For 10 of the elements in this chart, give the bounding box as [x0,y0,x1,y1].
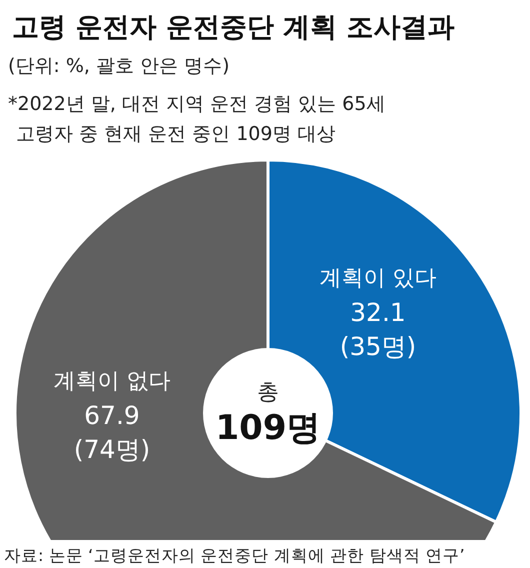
slice-label: 계획이 있다 [320,266,436,291]
text: 자료: 논문 ‘고령운전자의 운전중단 계획에 관한 탐색적 연구’ [4,546,465,565]
text: 고령자 중 현재 운전 중인 109명 대상 [16,123,336,145]
data-label: 67.9 (74명) [74,401,150,464]
slice-label: 계획이 없다 [54,369,170,394]
text: 총 109명 [216,380,320,448]
text: *2022년 말, 대전 지역 운전 경험 있는 65세 [8,93,386,115]
chart-title: 고령 운전자 운전중단 계획 조사결과 [12,12,455,43]
chart-subtitle: (단위: %, 괄호 안은 명수) [8,55,230,77]
data-label: 32.1 (35명) [340,298,416,361]
